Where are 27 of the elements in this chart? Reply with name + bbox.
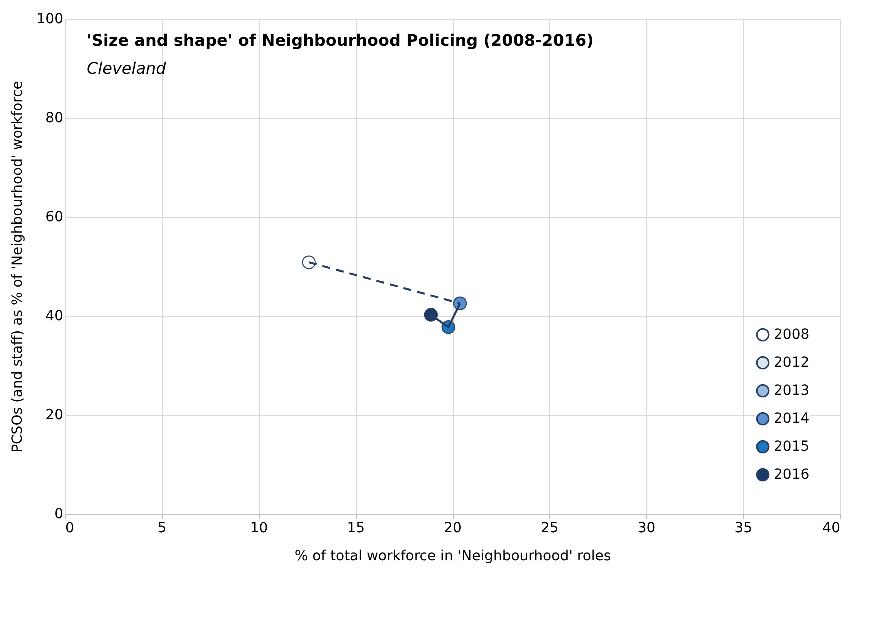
y-tick-label: 20: [46, 408, 64, 424]
x-axis-title: % of total workforce in 'Neighbourhood' roles: [294, 548, 612, 564]
x-tick-label: 10: [250, 520, 268, 536]
legend-label: 2013: [774, 383, 810, 399]
text: Cleveland: [87, 59, 168, 78]
x-tick-label: 5: [158, 520, 167, 536]
x-tick-label: 25: [540, 520, 559, 536]
y-tick-label: 60: [46, 210, 64, 226]
y-tick-label: 80: [46, 110, 64, 126]
y-axis-title: PCSOs (and staff) as % of 'Neighbourhood' workforce: [10, 81, 26, 453]
legend-label: 2015: [774, 439, 810, 455]
x-tick-label: 15: [347, 520, 366, 536]
x-tick-label: 20: [444, 520, 462, 536]
legend-label: 2008: [774, 327, 810, 343]
x-tick-label: 35: [734, 520, 753, 536]
y-tick-label: 0: [54, 506, 64, 522]
x-tick-label: 30: [638, 520, 656, 536]
legend-label: 2012: [774, 355, 810, 371]
point: [302, 256, 316, 270]
legend-label: 2016: [774, 467, 810, 483]
y-tick-label: 100: [36, 12, 64, 28]
x-tick-label: 40: [822, 520, 840, 536]
point: [424, 308, 438, 322]
x-tick-label: 0: [66, 520, 74, 536]
text: 'Size and shape' of Neighbourhood Policing (2008-2016): [87, 31, 594, 50]
legend-label: 2014: [774, 411, 810, 427]
y-tick-label: 40: [46, 308, 64, 324]
